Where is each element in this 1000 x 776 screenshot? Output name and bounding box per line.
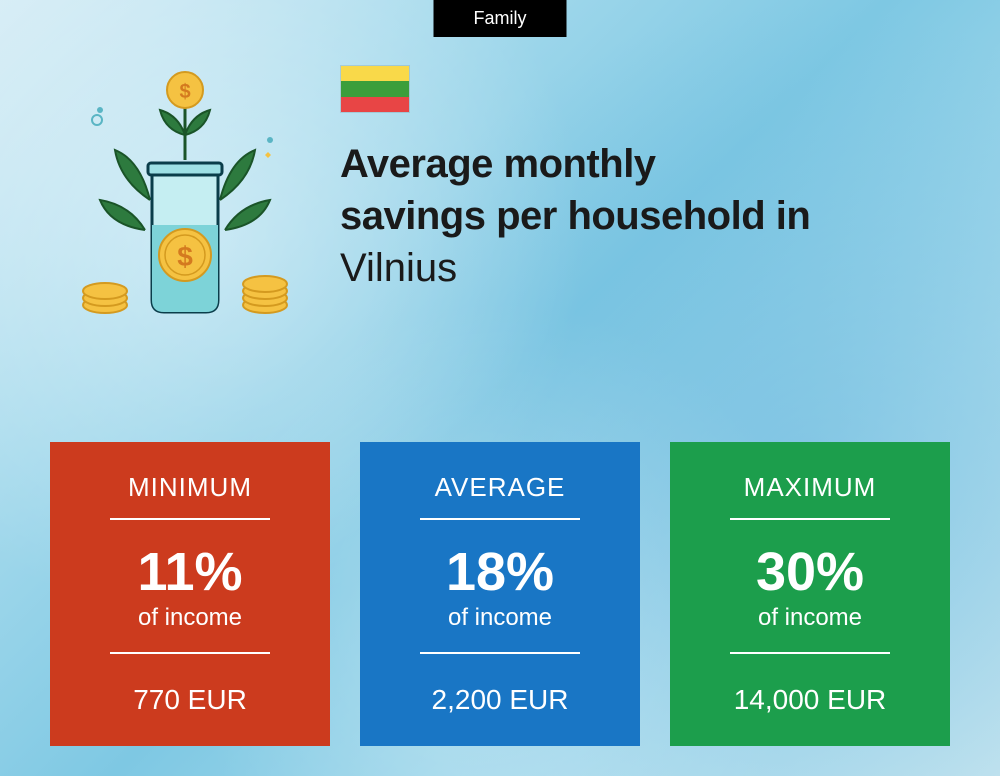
card-divider [110, 652, 270, 654]
card-percent: 30% [756, 545, 864, 599]
stats-cards: MINIMUM 11% of income 770 EUR AVERAGE 18… [50, 442, 950, 746]
card-amount: 2,200 EUR [432, 684, 569, 716]
title-city: Vilnius [340, 242, 950, 294]
card-sublabel: of income [448, 604, 552, 632]
country-flag [340, 65, 410, 113]
card-percent: 11% [137, 545, 242, 599]
card-average: AVERAGE 18% of income 2,200 EUR [360, 442, 640, 746]
card-percent: 18% [446, 545, 554, 599]
card-amount: 14,000 EUR [734, 684, 887, 716]
card-divider [730, 518, 890, 520]
title-line-2: savings per household in [340, 190, 950, 242]
savings-jar-illustration: $ $ [70, 60, 300, 320]
card-label: MINIMUM [128, 472, 252, 503]
coins-stack-icon [83, 283, 127, 313]
svg-text:$: $ [177, 241, 193, 272]
card-divider [110, 518, 270, 520]
savings-illustration-svg: $ $ [70, 60, 300, 320]
flag-stripe-top [341, 66, 409, 81]
card-divider [420, 518, 580, 520]
title-section: Average monthly savings per household in… [340, 60, 950, 294]
card-label: AVERAGE [435, 472, 566, 503]
flag-stripe-middle [341, 81, 409, 96]
card-divider [420, 652, 580, 654]
category-tab: Family [434, 0, 567, 37]
card-sublabel: of income [758, 604, 862, 632]
jar-icon: $ [148, 163, 222, 312]
title-line-1: Average monthly [340, 138, 950, 190]
card-minimum: MINIMUM 11% of income 770 EUR [50, 442, 330, 746]
card-label: MAXIMUM [744, 472, 877, 503]
flag-stripe-bottom [341, 97, 409, 112]
svg-text:$: $ [179, 81, 190, 103]
card-amount: 770 EUR [133, 684, 247, 716]
card-sublabel: of income [138, 604, 242, 632]
header-section: $ $ Average monthly savings per househol… [70, 60, 950, 320]
card-divider [730, 652, 890, 654]
card-maximum: MAXIMUM 30% of income 14,000 EUR [670, 442, 950, 746]
